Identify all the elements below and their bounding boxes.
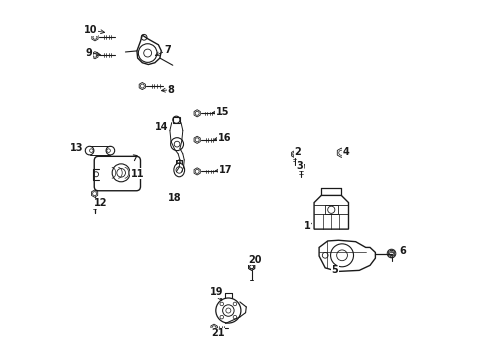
Text: 12: 12 xyxy=(93,198,107,208)
Text: 18: 18 xyxy=(167,193,181,203)
Text: 15: 15 xyxy=(215,107,228,117)
Text: 17: 17 xyxy=(219,165,232,175)
Text: 9: 9 xyxy=(85,48,92,58)
Text: 20: 20 xyxy=(247,255,261,265)
Text: 14: 14 xyxy=(154,122,168,132)
Text: 3: 3 xyxy=(296,161,303,171)
Text: 10: 10 xyxy=(84,25,98,35)
Text: 4: 4 xyxy=(342,147,349,157)
Text: 7: 7 xyxy=(163,45,170,55)
Text: 21: 21 xyxy=(210,328,224,338)
Text: 1: 1 xyxy=(303,221,310,231)
Bar xyxy=(324,205,337,214)
Text: 13: 13 xyxy=(70,143,83,153)
Text: 5: 5 xyxy=(331,265,338,275)
Text: 6: 6 xyxy=(399,246,406,256)
Text: 8: 8 xyxy=(167,85,174,95)
Text: 16: 16 xyxy=(217,133,231,143)
Text: 2: 2 xyxy=(294,147,300,157)
Text: 19: 19 xyxy=(209,287,223,297)
Text: 11: 11 xyxy=(131,168,144,179)
